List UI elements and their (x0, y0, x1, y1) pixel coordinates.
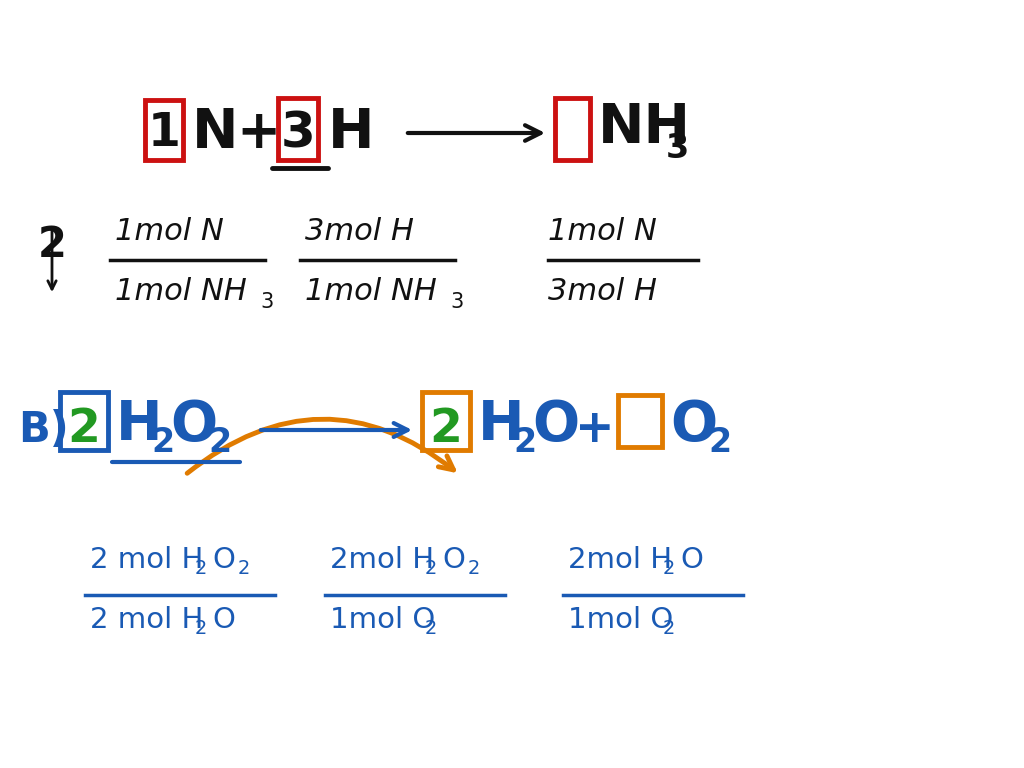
Text: 3: 3 (281, 109, 315, 157)
Text: NH: NH (598, 101, 691, 155)
Text: 3mol H: 3mol H (305, 217, 414, 247)
Text: 2: 2 (425, 560, 437, 578)
FancyArrowPatch shape (187, 419, 454, 473)
Bar (60, 392, 108, 450)
Text: +: + (236, 107, 281, 159)
Text: O: O (212, 546, 234, 574)
Text: O: O (212, 606, 234, 634)
Text: 1: 1 (147, 111, 180, 155)
Text: H: H (328, 106, 375, 160)
Text: B): B) (18, 409, 69, 451)
Text: 2: 2 (238, 560, 251, 578)
Text: 1mol NH: 1mol NH (305, 277, 437, 306)
Text: 2 mol H: 2 mol H (90, 606, 204, 634)
Text: 2: 2 (468, 560, 480, 578)
Text: 1mol N: 1mol N (115, 217, 224, 247)
Text: 2: 2 (663, 560, 676, 578)
Text: O: O (680, 546, 702, 574)
Text: O: O (670, 398, 717, 452)
Text: 2: 2 (708, 425, 731, 458)
Text: 3: 3 (666, 131, 689, 164)
Text: 1mol O: 1mol O (330, 606, 435, 634)
Bar (555, 98, 590, 160)
Text: O: O (170, 398, 217, 452)
Text: 1mol NH: 1mol NH (115, 277, 247, 306)
Text: H: H (478, 398, 524, 452)
Text: 3: 3 (450, 292, 463, 312)
Text: 2mol H: 2mol H (330, 546, 434, 574)
Text: 2: 2 (513, 425, 537, 458)
Text: 2: 2 (429, 408, 463, 452)
Text: 3mol H: 3mol H (548, 277, 656, 306)
Text: 2: 2 (68, 408, 100, 452)
Text: 1mol N: 1mol N (548, 217, 656, 247)
Text: H: H (116, 398, 163, 452)
Text: N: N (193, 106, 239, 160)
Text: 2: 2 (425, 620, 437, 638)
Bar (145, 100, 183, 160)
Text: 2: 2 (195, 620, 208, 638)
Text: 2 mol H: 2 mol H (90, 546, 204, 574)
Bar (618, 395, 662, 447)
Text: 2: 2 (38, 224, 67, 266)
Text: 2: 2 (151, 425, 174, 458)
Bar (422, 392, 470, 450)
Text: O: O (532, 398, 580, 452)
Text: 2: 2 (663, 620, 676, 638)
Text: +: + (575, 408, 614, 452)
Bar (278, 98, 318, 160)
Text: 1mol O: 1mol O (568, 606, 673, 634)
Text: 3: 3 (260, 292, 273, 312)
Text: 2: 2 (208, 425, 231, 458)
Text: 2: 2 (195, 560, 208, 578)
Text: O: O (442, 546, 465, 574)
Text: 2mol H: 2mol H (568, 546, 672, 574)
